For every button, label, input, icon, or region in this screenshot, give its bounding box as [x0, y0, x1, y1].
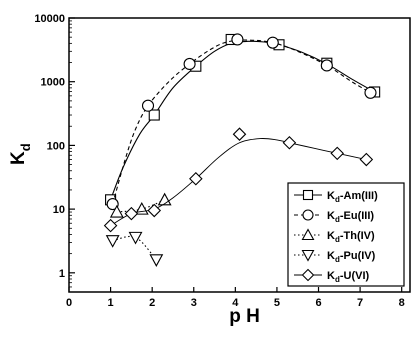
- legend-marker: [302, 189, 314, 201]
- legend-label-subscript: d: [335, 195, 340, 204]
- legend-item: Kd-Am(III): [294, 189, 378, 204]
- y-tick-label: 1000: [41, 77, 65, 89]
- legend-marker: [301, 249, 315, 262]
- legend-label-subscript: d: [335, 215, 340, 224]
- data-point: [231, 33, 244, 46]
- x-tick-label: 7: [357, 297, 363, 309]
- legend-marker: [302, 209, 314, 221]
- series-diamond: [103, 127, 374, 233]
- legend-item: Kd-Eu(III): [294, 209, 374, 224]
- data-point: [232, 127, 247, 141]
- data-point: [330, 146, 345, 161]
- legend-label: Kd-Th(IV): [327, 230, 375, 244]
- legend-label-subscript: d: [335, 275, 340, 284]
- data-point: [103, 218, 118, 233]
- axes: 0 1 2 3 4 5 6 7 8 1 10 100 1000 10000 p H Kd: [8, 13, 405, 327]
- data-point: [189, 171, 203, 186]
- legend-label-main: K: [327, 190, 335, 202]
- y-axis-title-main: K: [8, 151, 29, 165]
- legend-label: Kd-Eu(III): [327, 210, 374, 224]
- x-tick-label: 1: [108, 297, 114, 309]
- y-tick-label: 1: [59, 268, 65, 280]
- series-layer: [103, 33, 381, 267]
- data-point: [124, 206, 139, 221]
- x-tick-label: 5: [274, 297, 280, 309]
- x-tick-label: 4: [232, 297, 239, 309]
- legend-label-main: K: [327, 250, 335, 262]
- legend-label: Kd-Pu(IV): [327, 250, 376, 264]
- x-tick-label: 3: [191, 297, 197, 309]
- data-point: [183, 57, 196, 70]
- legend-label: Kd-U(VI): [327, 270, 370, 284]
- data-point: [128, 231, 143, 245]
- data-point: [106, 198, 119, 211]
- legend-label-rest: -Pu(IV): [340, 250, 376, 262]
- y-tick-label: 10: [53, 204, 65, 216]
- legend-label-main: K: [327, 230, 335, 242]
- legend-item: Kd-Pu(IV): [294, 249, 376, 264]
- y-axis-title: Kd: [8, 143, 33, 165]
- legend: Kd-Am(III)Kd-Eu(III)Kd-Th(IV)Kd-Pu(IV)Kd…: [287, 182, 405, 287]
- legend-marker: [301, 228, 315, 241]
- y-axis-title-subscript: d: [18, 143, 33, 151]
- data-point: [105, 235, 120, 248]
- legend-item: Kd-Th(IV): [294, 228, 375, 244]
- y-tick-label: 100: [47, 140, 65, 152]
- legend-label-main: K: [327, 270, 335, 282]
- data-point: [147, 203, 162, 218]
- series-triangle-down: [105, 231, 164, 267]
- series-circle: [106, 33, 377, 211]
- legend-label-rest: -Am(III): [340, 190, 378, 202]
- data-point: [149, 254, 164, 267]
- legend-label-rest: -Eu(III): [340, 210, 375, 222]
- data-point: [109, 204, 124, 218]
- legend-label-rest: -Th(IV): [340, 230, 375, 242]
- data-point: [266, 36, 279, 49]
- legend-item: Kd-U(VI): [294, 268, 370, 284]
- legend-label-rest: -U(VI): [340, 270, 370, 282]
- x-axis-title: p H: [229, 306, 260, 327]
- x-tick-label: 0: [66, 297, 72, 309]
- legend-marker: [301, 268, 315, 282]
- x-tick-label: 8: [399, 297, 405, 309]
- series-square: [105, 33, 381, 206]
- x-tick-label: 2: [149, 297, 155, 309]
- x-tick-label: 6: [315, 297, 321, 309]
- legend-label-subscript: d: [335, 235, 340, 244]
- legend-label-subscript: d: [335, 255, 340, 264]
- data-point: [282, 135, 297, 150]
- data-point: [359, 152, 374, 167]
- legend-label: Kd-Am(III): [327, 190, 378, 204]
- data-point: [364, 86, 377, 99]
- y-tick-label: 10000: [34, 13, 65, 25]
- data-point: [141, 99, 155, 112]
- data-point: [148, 109, 160, 121]
- data-point: [320, 59, 333, 72]
- series-line: [112, 235, 157, 261]
- legend-label-main: K: [327, 210, 335, 222]
